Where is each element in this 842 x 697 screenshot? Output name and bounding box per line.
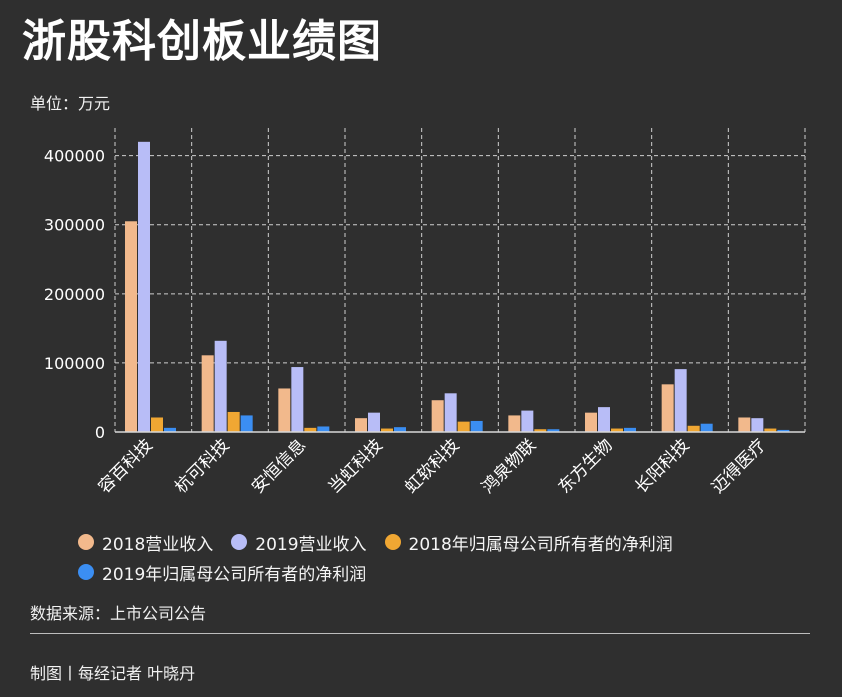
- bar-2: [214, 340, 227, 432]
- bar-1: [738, 417, 751, 432]
- x-tick-label: 当虹科技: [325, 435, 387, 497]
- x-tick-label: 鸿泉物联: [478, 435, 540, 497]
- bar-4: [777, 429, 790, 432]
- bar-4: [547, 429, 560, 432]
- bar-1: [125, 221, 137, 432]
- y-tick-label: 100000: [44, 354, 105, 373]
- bar-1: [585, 412, 597, 432]
- legend-item: 2018年归属母公司所有者的净利润: [384, 530, 673, 555]
- bar-3: [457, 421, 470, 432]
- bar-2: [751, 418, 764, 432]
- bar-4: [317, 426, 330, 432]
- bar-3: [381, 428, 393, 432]
- y-tick-label: 0: [95, 423, 105, 442]
- bar-2: [138, 141, 150, 432]
- bar-1: [508, 415, 521, 432]
- bar-1: [431, 400, 444, 432]
- bar-4: [164, 427, 176, 432]
- x-tick-label: 杭可科技: [171, 435, 233, 497]
- legend-item: 2019年归属母公司所有者的净利润: [78, 560, 366, 585]
- bar-3: [764, 428, 777, 432]
- bar-2: [368, 412, 380, 432]
- bar-4: [624, 427, 636, 432]
- x-tick-label: 安恒信息: [248, 435, 310, 497]
- bar-2: [598, 407, 610, 432]
- bar-3: [227, 411, 240, 432]
- divider: [30, 633, 810, 634]
- legend-item: 2019营业收入: [231, 530, 367, 555]
- bar-2: [291, 367, 304, 432]
- bar-2: [521, 410, 534, 432]
- bar-3: [151, 417, 163, 432]
- legend-item: 2018营业收入: [78, 530, 213, 555]
- bar-4: [394, 427, 406, 432]
- bar-1: [355, 418, 367, 432]
- bar-4: [470, 420, 483, 432]
- bar-chart: 0 100000 200000 300000 400000 容百科技 杭可科技 安恒信息 当虹科…: [44, 128, 806, 498]
- legend-swatch: [231, 534, 248, 550]
- chart-title: 浙股科创板业绩图: [22, 16, 382, 67]
- bar-4: [700, 423, 713, 432]
- x-tick-label: 东方生物: [555, 435, 617, 497]
- chart-legend: 2018营业收入 2019营业收入 2018年归属母公司所有者的净利润 2019年归属…: [78, 527, 818, 587]
- data-source: 数据来源：上市公司公告: [30, 604, 207, 623]
- bar-2: [444, 393, 457, 432]
- bar-1: [278, 388, 291, 432]
- legend-swatch: [78, 564, 94, 580]
- legend-label: 2018年归属母公司所有者的净利润: [408, 534, 673, 555]
- legend-label: 2019年归属母公司所有者的净利润: [102, 564, 367, 585]
- bar-3: [611, 428, 623, 432]
- x-tick-label: 容百科技: [95, 435, 157, 497]
- chart-credit: 制图丨每经记者 叶晓丹: [30, 664, 196, 683]
- legend-row: 2019年归属母公司所有者的净利润: [78, 557, 818, 587]
- y-tick-label: 400000: [44, 147, 105, 166]
- legend-label: 2019营业收入: [255, 534, 367, 555]
- bar-4: [240, 415, 253, 432]
- x-tick-label: 迈得医疗: [708, 435, 770, 497]
- y-tick-label: 200000: [44, 285, 105, 304]
- legend-label: 2018营业收入: [102, 534, 214, 555]
- x-tick-label: 长阳科技: [631, 435, 693, 497]
- bar-3: [304, 427, 317, 432]
- legend-swatch: [384, 534, 401, 550]
- x-tick-label: 虹软科技: [401, 435, 463, 497]
- bar-1: [201, 355, 214, 432]
- bar-3: [534, 429, 547, 432]
- bar-2: [674, 369, 687, 432]
- y-tick-label: 300000: [44, 216, 105, 235]
- bar-3: [687, 425, 700, 432]
- unit-label: 单位：万元: [30, 94, 111, 113]
- legend-row: 2018营业收入 2019营业收入 2018年归属母公司所有者的净利润: [78, 527, 818, 557]
- bar-1: [661, 384, 674, 432]
- legend-swatch: [78, 534, 94, 550]
